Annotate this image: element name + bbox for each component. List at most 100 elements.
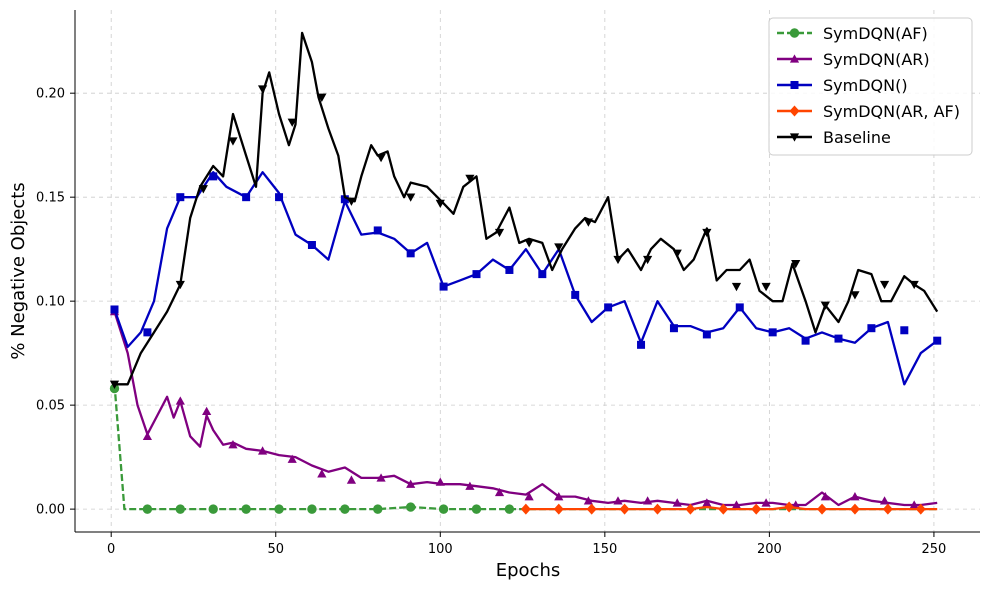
data-point-baseline — [791, 260, 801, 269]
y-tick-label: 0.20 — [36, 87, 65, 102]
data-point-baseline — [494, 228, 505, 238]
x-tick-label: 100 — [428, 542, 453, 557]
x-tick-label: 150 — [592, 542, 617, 557]
legend-label: Baseline — [823, 128, 891, 147]
ticks: 0 50 100 150 200 250 0.00 0.05 0.10 0.15 0.20 — [36, 87, 946, 557]
data-point-symdqn-af — [175, 504, 186, 514]
data-point-symdqn-ar — [287, 454, 297, 463]
data-point-symdqn-af — [405, 502, 416, 512]
data-point-symdqn-af — [241, 504, 251, 514]
data-point-symdqn-ar — [175, 396, 185, 405]
data-point-symdqn — [307, 241, 316, 250]
data-point-baseline — [465, 174, 475, 184]
data-point-symdqn — [143, 328, 152, 337]
series-symdqn-ar-af — [520, 501, 938, 515]
legend-label: SymDQN(AF) — [823, 24, 928, 43]
x-tick-label: 0 — [107, 542, 115, 557]
data-point-symdqn-ar — [228, 440, 238, 449]
data-point-baseline — [879, 280, 890, 290]
data-point-symdqn-ar-af — [784, 501, 795, 513]
y-tick-label: 0.05 — [36, 399, 65, 414]
data-point-symdqn-ar-af — [652, 503, 663, 515]
data-point-symdqn — [209, 172, 218, 181]
data-point-symdqn — [604, 303, 613, 312]
data-point-symdqn — [637, 340, 646, 349]
series-line-symdqn-af — [113, 384, 938, 511]
data-point-baseline — [175, 280, 185, 290]
y-tick-label: 0.00 — [36, 503, 65, 518]
legend-entry-symdqn: SymDQN() — [777, 76, 908, 95]
legend-marker — [789, 105, 800, 117]
data-point-symdqn — [110, 305, 119, 314]
data-point-symdqn-ar-af — [553, 503, 564, 515]
data-point-symdqn-ar — [376, 473, 386, 482]
data-point-symdqn-ar-af — [915, 503, 926, 515]
data-point-symdqn — [669, 324, 678, 333]
legend-label: SymDQN() — [823, 76, 908, 95]
data-point-baseline — [731, 282, 742, 292]
legend-entry-symdqn-ar-af: SymDQN(AR, AF) — [777, 102, 960, 121]
data-point-symdqn-ar — [583, 496, 593, 505]
x-tick-label: 250 — [922, 542, 947, 557]
data-point-symdqn — [702, 330, 711, 339]
data-point-baseline — [524, 239, 534, 248]
data-point-symdqn-ar — [613, 496, 623, 505]
data-point-baseline — [583, 218, 593, 227]
data-point-symdqn-ar-af — [817, 503, 828, 515]
data-point-baseline — [198, 185, 208, 194]
axes — [74, 10, 980, 533]
data-point-symdqn-ar-af — [882, 503, 893, 515]
data-point-baseline — [109, 380, 120, 389]
data-point-symdqn-ar — [257, 446, 268, 455]
y-tick-label: 0.10 — [36, 295, 65, 310]
data-point-symdqn-ar — [672, 498, 682, 507]
data-point-symdqn-ar — [494, 487, 505, 497]
data-point-baseline — [346, 197, 357, 206]
legend-marker — [789, 28, 800, 38]
data-point-symdqn-ar — [761, 498, 771, 507]
legend-box — [768, 17, 973, 156]
data-point-symdqn-af — [208, 504, 218, 514]
data-point-baseline — [909, 280, 919, 290]
data-point-symdqn-ar — [202, 406, 212, 416]
data-point-symdqn — [242, 193, 251, 202]
data-point-symdqn-ar-af — [849, 503, 860, 515]
data-point-baseline — [554, 243, 564, 252]
y-axis-label: % Negative Objects — [8, 182, 29, 359]
data-point-symdqn-af — [471, 504, 482, 514]
legend-marker — [789, 54, 800, 63]
legend-marker — [789, 133, 800, 142]
data-point-symdqn-ar — [554, 492, 564, 501]
data-point-baseline — [376, 153, 386, 163]
data-point-symdqn-ar — [317, 469, 327, 478]
series-layer — [109, 31, 942, 515]
data-point-symdqn — [472, 270, 481, 279]
data-point-symdqn — [735, 303, 744, 312]
legend-marker — [790, 81, 799, 89]
data-point-symdqn — [340, 195, 349, 204]
series-baseline — [109, 31, 939, 389]
data-point-symdqn-af — [373, 504, 383, 514]
data-point-baseline — [850, 291, 860, 300]
data-point-symdqn-ar-af — [586, 503, 597, 515]
x-tick-label: 200 — [757, 542, 782, 557]
data-point-symdqn-ar — [524, 492, 534, 501]
data-point-symdqn — [373, 226, 382, 235]
data-point-symdqn-af — [438, 504, 449, 514]
data-point-symdqn-ar-af — [619, 503, 630, 515]
data-point-symdqn-ar — [820, 492, 830, 501]
data-point-symdqn-ar — [879, 496, 890, 505]
data-point-symdqn — [768, 328, 777, 337]
data-point-baseline — [257, 85, 268, 94]
data-point-symdqn — [834, 334, 843, 343]
legend-entry-symdqn-ar: SymDQN(AR) — [777, 50, 930, 69]
data-point-baseline — [820, 301, 830, 310]
data-point-symdqn-af — [504, 504, 515, 514]
y-tick-label: 0.15 — [36, 191, 65, 206]
data-point-symdqn — [571, 290, 580, 299]
data-point-symdqn — [505, 265, 514, 274]
series-symdqn-af — [109, 383, 938, 514]
data-point-baseline — [672, 249, 682, 258]
series-line-symdqn-ar — [113, 311, 938, 507]
data-point-symdqn-af — [142, 504, 153, 514]
